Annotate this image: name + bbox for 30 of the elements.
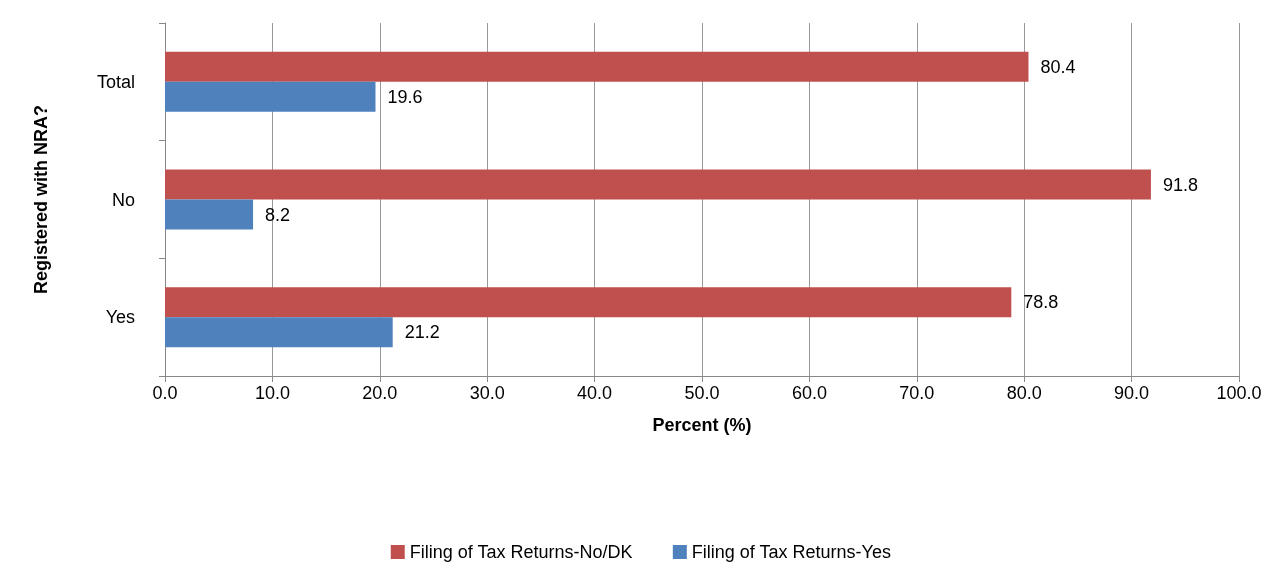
y-tick-label: Yes <box>105 307 135 328</box>
bar <box>165 169 1151 200</box>
x-tick-label: 80.0 <box>1006 383 1042 403</box>
y-tick-label: Total <box>96 71 135 92</box>
data-label: 8.2 <box>265 204 291 225</box>
x-tick-label: 90.0 <box>1114 383 1150 403</box>
x-tick-label: 60.0 <box>791 383 827 403</box>
x-axis-title: Percent (%) <box>652 415 752 435</box>
x-tick-label: 20.0 <box>362 383 398 403</box>
data-label: 80.4 <box>1040 56 1076 77</box>
x-tick-label: 30.0 <box>469 383 505 403</box>
data-label: 91.8 <box>1162 174 1198 195</box>
x-tick-label: 100.0 <box>1216 383 1262 403</box>
legend-label: Filing of Tax Returns-No/DK <box>409 542 633 562</box>
data-label: 19.6 <box>387 86 423 107</box>
x-tick-label: 50.0 <box>684 383 720 403</box>
bar <box>165 51 1029 82</box>
bar <box>165 199 254 230</box>
bar <box>165 81 376 112</box>
data-label: 21.2 <box>404 322 440 343</box>
bar <box>165 287 1012 318</box>
x-tick-label: 40.0 <box>577 383 613 403</box>
bar <box>165 317 393 348</box>
data-label: 78.8 <box>1023 292 1059 313</box>
y-tick-label: No <box>111 189 135 210</box>
x-tick-label: 10.0 <box>254 383 290 403</box>
y-axis-title: Registered with NRA? <box>31 104 51 295</box>
x-tick-label: 0.0 <box>152 383 178 403</box>
legend-label: Filing of Tax Returns-Yes <box>691 542 891 562</box>
x-tick-label: 70.0 <box>899 383 935 403</box>
